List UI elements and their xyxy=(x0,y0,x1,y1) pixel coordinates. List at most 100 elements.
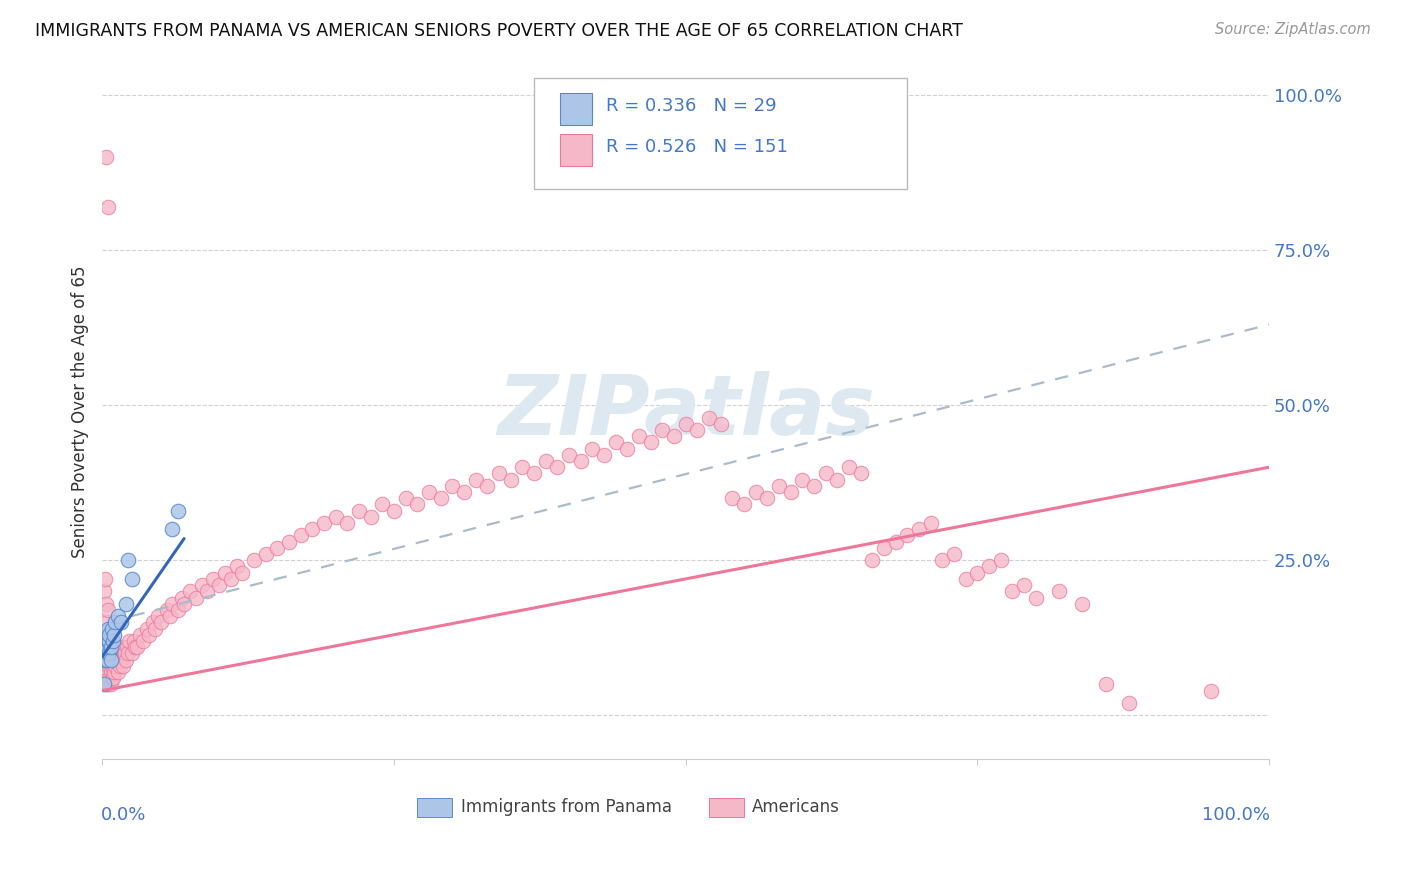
Point xyxy=(148,609,170,624)
Point xyxy=(1071,597,1094,611)
Point xyxy=(121,572,143,586)
Text: Immigrants from Panama: Immigrants from Panama xyxy=(461,798,672,816)
Point xyxy=(98,646,121,660)
Point xyxy=(721,491,744,506)
Point xyxy=(111,640,134,654)
Point xyxy=(96,677,118,691)
Point xyxy=(920,516,942,530)
Point xyxy=(686,423,709,437)
Point xyxy=(114,646,136,660)
Point xyxy=(581,442,603,456)
Point xyxy=(117,646,139,660)
Point xyxy=(98,658,121,673)
Point xyxy=(93,677,115,691)
Point xyxy=(127,640,149,654)
Point xyxy=(756,491,779,506)
Point xyxy=(347,503,370,517)
Point xyxy=(96,628,118,642)
Point xyxy=(170,591,193,605)
Point xyxy=(167,503,190,517)
Point xyxy=(627,429,650,443)
Point xyxy=(312,516,335,530)
Point xyxy=(640,435,662,450)
Point xyxy=(96,652,118,666)
Point xyxy=(104,658,127,673)
Text: Americans: Americans xyxy=(752,798,839,816)
Point xyxy=(115,640,138,654)
Point xyxy=(733,498,755,512)
Point xyxy=(94,628,117,642)
Point xyxy=(827,473,849,487)
Text: R = 0.526   N = 151: R = 0.526 N = 151 xyxy=(606,138,789,156)
Point xyxy=(814,467,837,481)
Point xyxy=(121,646,143,660)
Point xyxy=(208,578,231,592)
Point xyxy=(128,628,150,642)
Point xyxy=(100,640,122,654)
Point xyxy=(143,622,166,636)
Point xyxy=(94,658,117,673)
Y-axis label: Seniors Poverty Over the Age of 65: Seniors Poverty Over the Age of 65 xyxy=(72,265,89,558)
Point xyxy=(360,509,382,524)
Point xyxy=(190,578,212,592)
Point xyxy=(100,677,122,691)
Point xyxy=(1001,584,1024,599)
Point xyxy=(371,498,394,512)
Point xyxy=(97,634,120,648)
Point xyxy=(97,652,120,666)
Text: ZIPatlas: ZIPatlas xyxy=(496,371,875,452)
Point xyxy=(779,485,801,500)
Point xyxy=(162,597,184,611)
Point xyxy=(382,503,405,517)
Point xyxy=(97,622,120,636)
Point xyxy=(94,658,117,673)
Point xyxy=(96,615,118,630)
Point xyxy=(100,652,122,666)
Point xyxy=(605,435,627,450)
Point xyxy=(849,467,872,481)
Point xyxy=(107,665,129,679)
FancyBboxPatch shape xyxy=(709,797,744,817)
Point xyxy=(546,460,568,475)
Point xyxy=(97,603,120,617)
Point xyxy=(107,646,129,660)
Point xyxy=(860,553,883,567)
Point xyxy=(301,522,323,536)
Point xyxy=(908,522,931,536)
Point xyxy=(142,615,165,630)
Point xyxy=(97,200,120,214)
Point xyxy=(977,559,1000,574)
Point xyxy=(97,646,120,660)
Point xyxy=(138,628,160,642)
Point xyxy=(159,609,181,624)
Point xyxy=(464,473,486,487)
Point xyxy=(149,615,172,630)
Point xyxy=(1094,677,1116,691)
Point xyxy=(838,460,860,475)
Point xyxy=(98,646,121,660)
Point xyxy=(97,640,120,654)
Point xyxy=(395,491,418,506)
Point xyxy=(108,658,131,673)
Point xyxy=(101,646,124,660)
Point xyxy=(93,584,115,599)
Point xyxy=(418,485,440,500)
Point xyxy=(662,429,685,443)
Point xyxy=(100,634,122,648)
Point xyxy=(488,467,510,481)
Point xyxy=(290,528,312,542)
Point xyxy=(122,634,145,648)
Point xyxy=(477,479,499,493)
Point xyxy=(429,491,451,506)
Point xyxy=(94,677,117,691)
Point xyxy=(98,671,121,685)
Point xyxy=(768,479,790,493)
Point xyxy=(184,591,207,605)
Point xyxy=(243,553,266,567)
Point xyxy=(803,479,825,493)
Point xyxy=(225,559,247,574)
Point xyxy=(107,609,129,624)
Point xyxy=(231,566,253,580)
Point xyxy=(132,634,155,648)
Point xyxy=(110,652,132,666)
